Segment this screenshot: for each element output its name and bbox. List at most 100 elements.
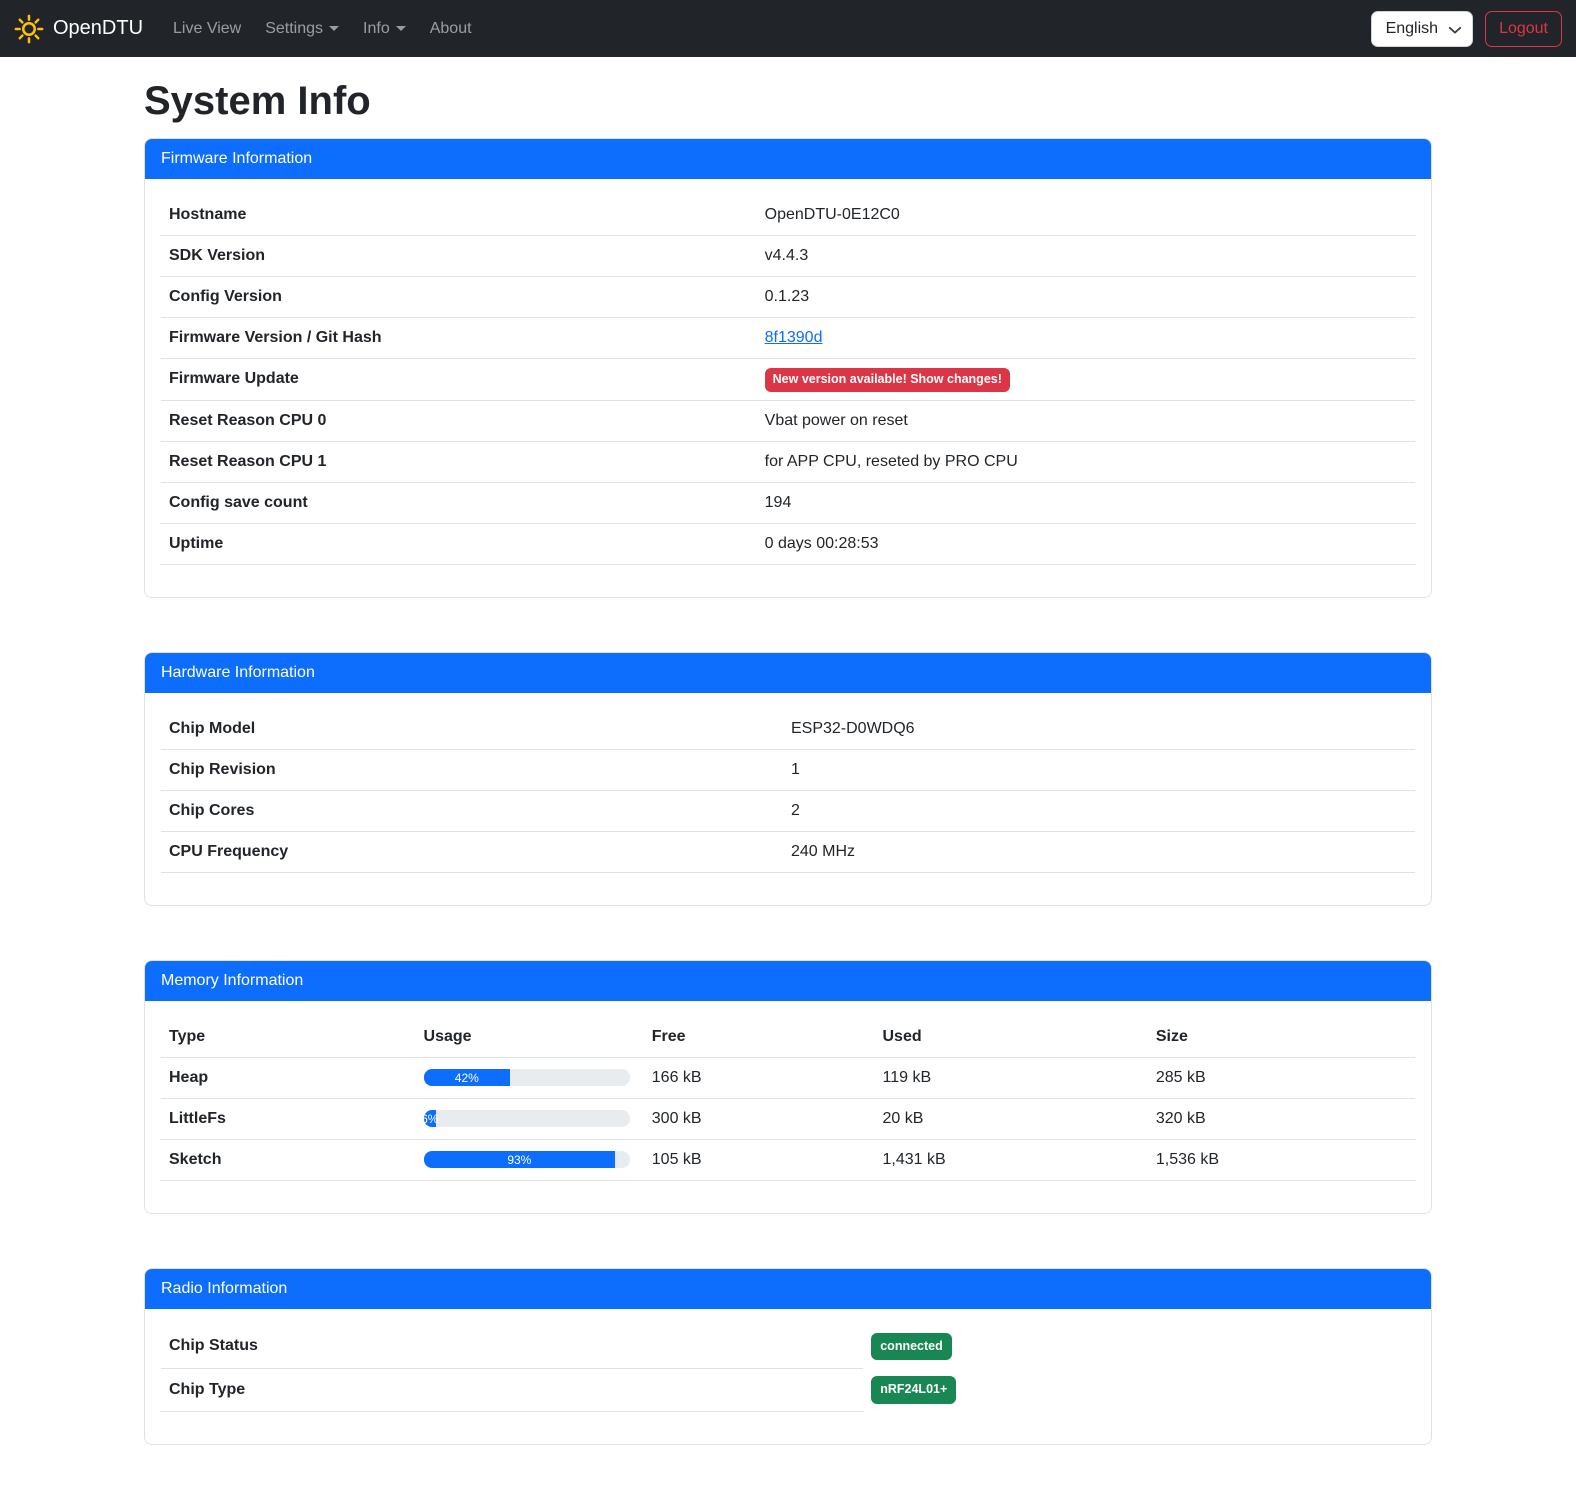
brand-link[interactable]: OpenDTU bbox=[14, 14, 143, 44]
memory-column-header: Usage bbox=[415, 1016, 644, 1058]
row-value: 1 bbox=[790, 760, 800, 778]
row-value: OpenDTU-0E12C0 bbox=[764, 206, 900, 223]
row-value-cell: v4.4.3 bbox=[756, 235, 1415, 277]
row-value-cell: 8f1390d bbox=[756, 317, 1415, 359]
memory-free-value: 105 kB bbox=[643, 1139, 875, 1181]
memory-usage-cell: 6% bbox=[415, 1098, 644, 1140]
navbar: OpenDTU Live View Settings Info About Engli… bbox=[0, 0, 1576, 57]
table-row: Chip Type nRF24L01+ bbox=[161, 1368, 1415, 1412]
row-value-cell: 194 bbox=[756, 482, 1415, 524]
git-hash-link[interactable]: 8f1390d bbox=[764, 329, 823, 346]
usage-progress-bar: 42% bbox=[423, 1069, 511, 1086]
nav-links: Live View Settings Info About bbox=[161, 12, 484, 46]
card-header-memory: Memory Information bbox=[145, 960, 1431, 1001]
memory-free-value: 300 kB bbox=[643, 1098, 875, 1140]
row-value-cell: 0.1.23 bbox=[756, 276, 1415, 318]
memory-column-header: Used bbox=[874, 1016, 1148, 1058]
table-row: Firmware Version / Git Hash 8f1390d bbox=[161, 317, 1415, 359]
row-label: Chip Status bbox=[161, 1324, 864, 1369]
row-value-cell: 0 days 00:28:53 bbox=[756, 523, 1415, 565]
table-row: SDK Version v4.4.3 bbox=[161, 235, 1415, 277]
row-value-cell: connected bbox=[863, 1325, 1415, 1369]
row-value-cell: New version available! Show changes! bbox=[756, 358, 1415, 401]
row-label: Config Version bbox=[161, 276, 757, 318]
language-select-value: English bbox=[1385, 19, 1439, 37]
radio-table: Chip Status connected Chip Type nRF24L01+ bbox=[161, 1324, 1415, 1413]
row-value: 194 bbox=[764, 493, 792, 511]
row-value: ESP32-D0WDQ6 bbox=[790, 719, 915, 737]
memory-table: Type Usage Free Used Size Heap 42% 166 kB 119 k… bbox=[161, 1016, 1415, 1181]
row-label: Chip Model bbox=[161, 708, 783, 750]
table-row: Firmware Update New version available! Sh… bbox=[161, 358, 1415, 401]
table-row: Hostname OpenDTU-0E12C0 bbox=[161, 195, 1415, 236]
row-label: SDK Version bbox=[161, 235, 757, 277]
usage-progress-bar: 93% bbox=[423, 1151, 616, 1168]
nav-item-info[interactable]: Info bbox=[354, 12, 415, 46]
card-body-radio: Chip Status connected Chip Type nRF24L01+ bbox=[145, 1309, 1431, 1445]
memory-usage-cell: 42% bbox=[415, 1057, 644, 1099]
memory-column-header: Size bbox=[1147, 1016, 1415, 1058]
row-value: for APP CPU, reseted by PRO CPU bbox=[764, 452, 1018, 470]
row-value-cell: nRF24L01+ bbox=[863, 1368, 1415, 1412]
dropdown-caret-icon bbox=[329, 26, 340, 31]
table-row: Uptime 0 days 00:28:53 bbox=[161, 523, 1415, 565]
nav-item-about[interactable]: About bbox=[421, 12, 481, 46]
row-label: Hostname bbox=[161, 195, 757, 236]
page-title: System Info bbox=[144, 79, 371, 123]
memory-usage-cell: 93% bbox=[415, 1139, 644, 1181]
usage-progress-track: 93% bbox=[423, 1151, 630, 1168]
brand-label: OpenDTU bbox=[53, 17, 144, 39]
logout-button[interactable]: Logout bbox=[1485, 10, 1562, 47]
table-row: Chip Status connected bbox=[161, 1324, 1415, 1369]
row-label: Firmware Update bbox=[161, 358, 757, 401]
memory-column-header: Type bbox=[161, 1016, 416, 1058]
memory-table-header-row: Type Usage Free Used Size bbox=[161, 1016, 1415, 1058]
hardware-information-card: Hardware Information Chip Model ESP32-D0W… bbox=[144, 651, 1432, 906]
row-label: Firmware Version / Git Hash bbox=[161, 317, 757, 359]
table-row: Chip Model ESP32-D0WDQ6 bbox=[161, 708, 1415, 750]
card-header-radio: Radio Information bbox=[145, 1268, 1431, 1309]
row-value-cell: 1 bbox=[782, 749, 1415, 791]
firmware-update-badge[interactable]: New version available! Show changes! bbox=[764, 368, 1010, 392]
hardware-table: Chip Model ESP32-D0WDQ6 Chip Revision 1 Chip… bbox=[161, 708, 1415, 873]
nav-item-live-view[interactable]: Live View bbox=[164, 12, 250, 46]
sun-logo-icon bbox=[14, 14, 44, 44]
row-label: Chip Type bbox=[161, 1368, 864, 1412]
navbar-right: English Logout bbox=[1370, 10, 1562, 47]
nav-item-label: Info bbox=[363, 19, 390, 37]
nav-item-settings[interactable]: Settings bbox=[256, 12, 348, 46]
row-label: Chip Cores bbox=[161, 790, 783, 832]
card-body-hardware: Chip Model ESP32-D0WDQ6 Chip Revision 1 Chip… bbox=[145, 693, 1431, 905]
memory-column-header: Free bbox=[643, 1016, 875, 1058]
usage-progress-bar: 6% bbox=[423, 1110, 438, 1127]
row-value: v4.4.3 bbox=[764, 247, 809, 264]
card-body-firmware: Hostname OpenDTU-0E12C0 SDK Version v4.4.3 C… bbox=[145, 179, 1431, 597]
table-row: Chip Cores 2 bbox=[161, 790, 1415, 832]
row-label: Uptime bbox=[161, 523, 757, 565]
row-label: Chip Revision bbox=[161, 749, 783, 791]
row-value-cell: for APP CPU, reseted by PRO CPU bbox=[756, 441, 1415, 483]
card-body-memory: Type Usage Free Used Size Heap 42% 166 kB 119 k… bbox=[145, 1001, 1431, 1213]
memory-size-value: 1,536 kB bbox=[1147, 1139, 1415, 1181]
language-select[interactable]: English bbox=[1370, 10, 1474, 47]
memory-used-value: 20 kB bbox=[874, 1098, 1148, 1140]
row-value-cell: ESP32-D0WDQ6 bbox=[782, 708, 1415, 750]
row-value-cell: Vbat power on reset bbox=[756, 400, 1415, 442]
row-value-cell: 240 MHz bbox=[782, 831, 1415, 873]
row-value: 0.1.23 bbox=[764, 288, 810, 305]
radio-information-card: Radio Information Chip Status connected Ch… bbox=[144, 1267, 1432, 1445]
table-row: Sketch 93% 105 kB 1,431 kB 1,536 kB bbox=[161, 1139, 1415, 1181]
card-header-firmware: Firmware Information bbox=[145, 139, 1431, 179]
memory-free-value: 166 kB bbox=[643, 1057, 875, 1099]
firmware-table: Hostname OpenDTU-0E12C0 SDK Version v4.4.3 C… bbox=[161, 195, 1415, 565]
memory-size-value: 285 kB bbox=[1147, 1057, 1415, 1099]
table-row: Chip Revision 1 bbox=[161, 749, 1415, 791]
usage-progress-track: 6% bbox=[423, 1110, 630, 1127]
row-value: 240 MHz bbox=[790, 842, 855, 860]
row-label: CPU Frequency bbox=[161, 831, 783, 873]
row-value: Vbat power on reset bbox=[764, 411, 908, 429]
table-row: Config save count 194 bbox=[161, 482, 1415, 524]
usage-progress-track: 42% bbox=[423, 1069, 630, 1086]
table-row: Reset Reason CPU 0 Vbat power on reset bbox=[161, 400, 1415, 442]
